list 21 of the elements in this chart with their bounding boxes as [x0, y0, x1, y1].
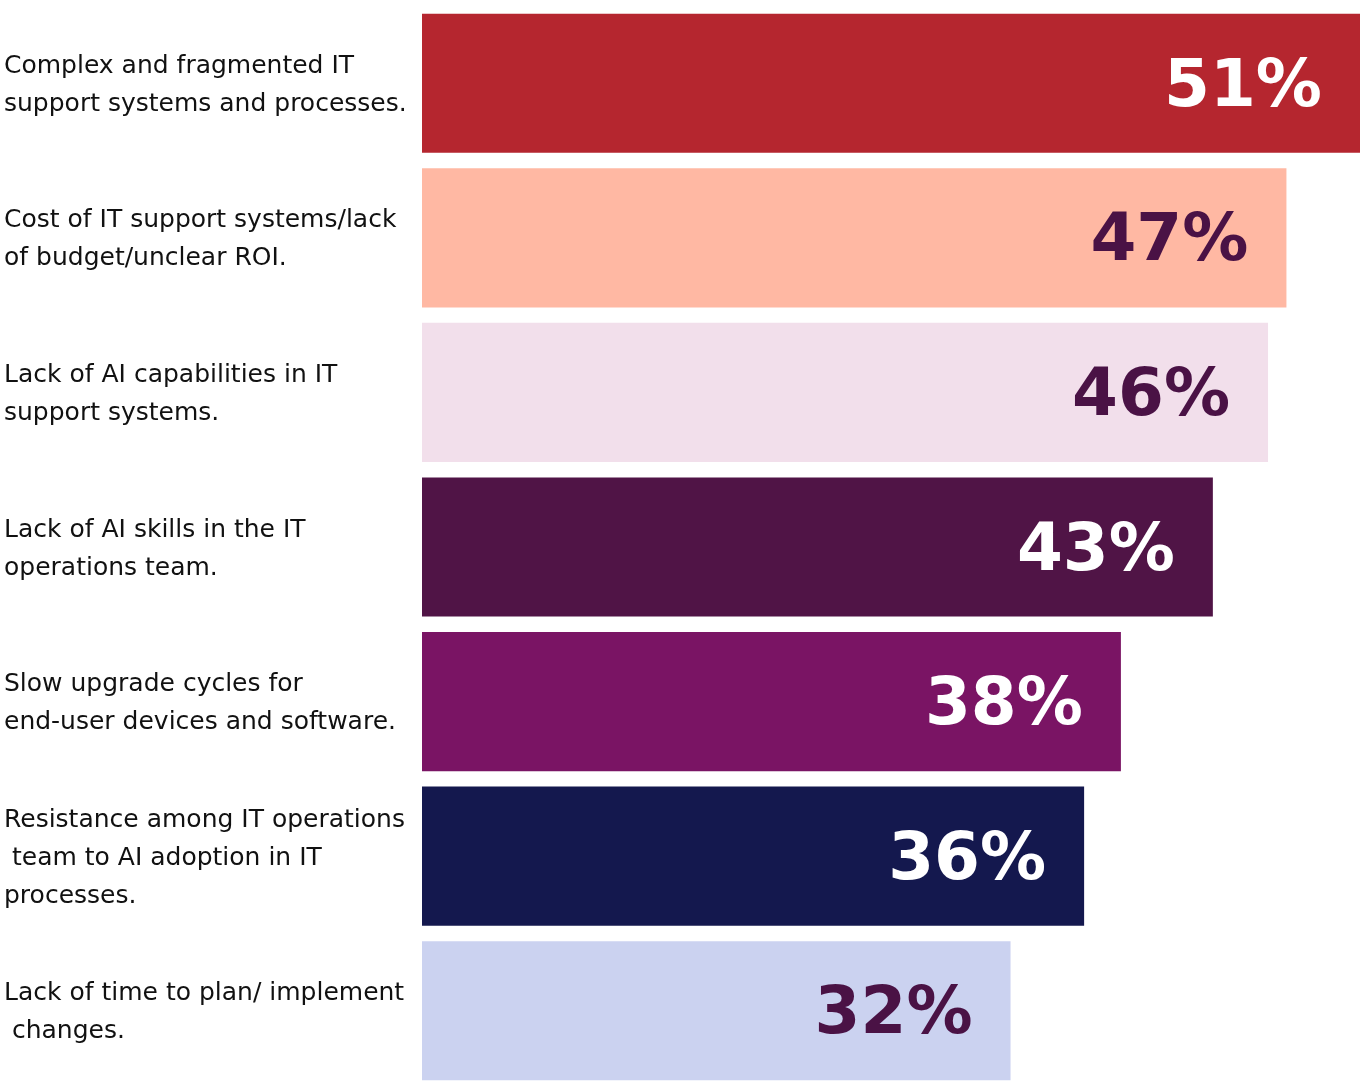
bar	[422, 632, 1121, 772]
data-label: 51%	[1164, 44, 1322, 122]
y-tick-label: Resistance among IT operations team to AI adoption in IT processes.	[4, 803, 405, 909]
data-label: 36%	[888, 817, 1047, 895]
data-label: 47%	[1090, 199, 1249, 277]
data-label: 43%	[1016, 508, 1175, 586]
bar	[422, 941, 1011, 1081]
y-tick-label: Complex and fragmented IT support systems and processes.	[4, 49, 407, 117]
bar	[422, 786, 1085, 926]
y-tick-label: Cost of IT support systems/lack of budget/unclear ROI.	[4, 204, 405, 272]
y-tick-label: Lack of AI capabilities in IT support systems.	[4, 358, 346, 426]
y-tick-label: Lack of AI skills in the IT operations team.	[4, 513, 314, 581]
data-label: 38%	[924, 663, 1083, 741]
data-label: 32%	[814, 972, 973, 1050]
bar	[422, 13, 1360, 153]
data-label: 46%	[1072, 353, 1231, 431]
bar	[422, 477, 1213, 617]
bar	[422, 322, 1269, 462]
y-tick-label: Lack of time to plan/ implement changes.	[4, 977, 405, 1045]
bar	[422, 168, 1287, 308]
y-tick-label: Slow upgrade cycles for end-user devices and software.	[4, 668, 396, 736]
